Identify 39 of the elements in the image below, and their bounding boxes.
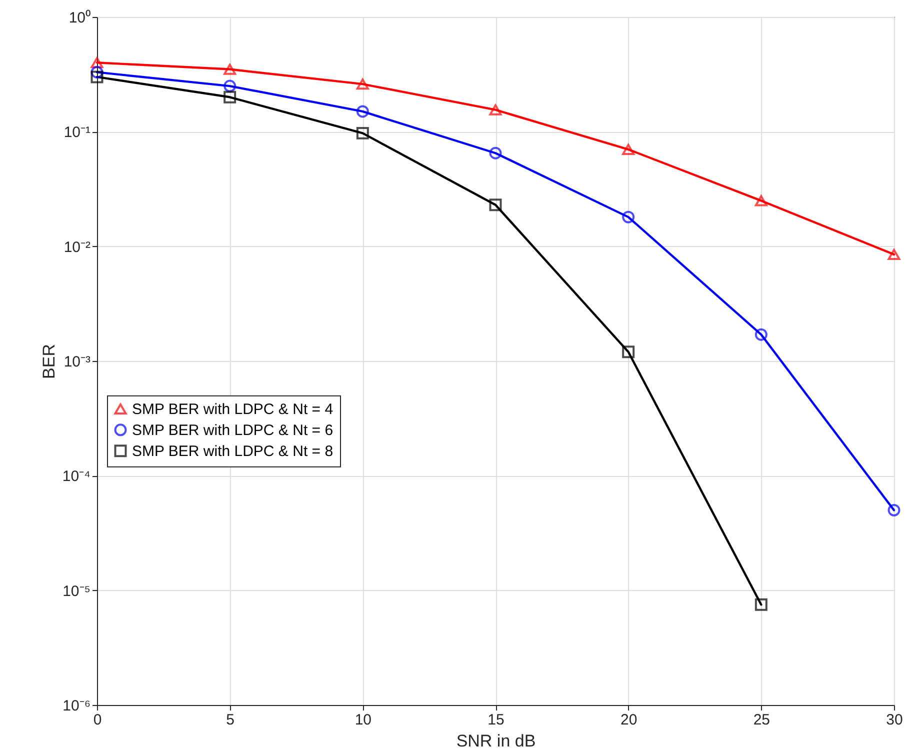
y-tick-label: 10⁻⁶ [62, 698, 90, 714]
point [356, 78, 369, 90]
point [754, 195, 768, 206]
point [754, 598, 768, 611]
point [90, 70, 104, 84]
x-tick-label: 25 [753, 712, 770, 728]
point [224, 64, 236, 75]
x-tick-label: 0 [93, 712, 102, 728]
point [888, 504, 900, 516]
y-tick-label: 10⁻¹ [64, 124, 90, 142]
y-tick-label: 10⁻² [64, 238, 90, 256]
y-tick-label: 10⁻³ [64, 354, 90, 370]
point [622, 210, 635, 224]
point [224, 80, 236, 92]
point [622, 144, 635, 155]
point [224, 90, 236, 104]
legend-label: SMP BER with LDPC & Nt = 6 [132, 422, 334, 439]
point [888, 248, 900, 260]
legend-label: SMP BER with LDPC & Nt = 8 [132, 442, 334, 460]
x-axis-title: SNR in dB [456, 732, 536, 750]
x-tick-label: 15 [488, 712, 504, 728]
x-tick-label: 20 [620, 712, 638, 728]
y-axis-title: BER [39, 344, 58, 379]
y-tick-label: 10⁰ [68, 10, 90, 26]
legend-label: SMP BER with LDPC & Nt = 4 [132, 400, 334, 418]
point [489, 146, 502, 160]
point [356, 105, 369, 118]
x-tick-label: 30 [886, 712, 903, 728]
point [489, 104, 502, 116]
x-tick-label: 10 [354, 712, 372, 728]
point [754, 328, 768, 341]
y-tick-label: 10⁻⁴ [62, 468, 90, 486]
y-tick-label: 10⁻⁵ [62, 582, 90, 600]
point [622, 346, 635, 358]
point [489, 198, 502, 212]
point [356, 126, 369, 140]
point [90, 66, 104, 78]
point [90, 57, 104, 68]
x-tick-label: 5 [226, 712, 235, 728]
